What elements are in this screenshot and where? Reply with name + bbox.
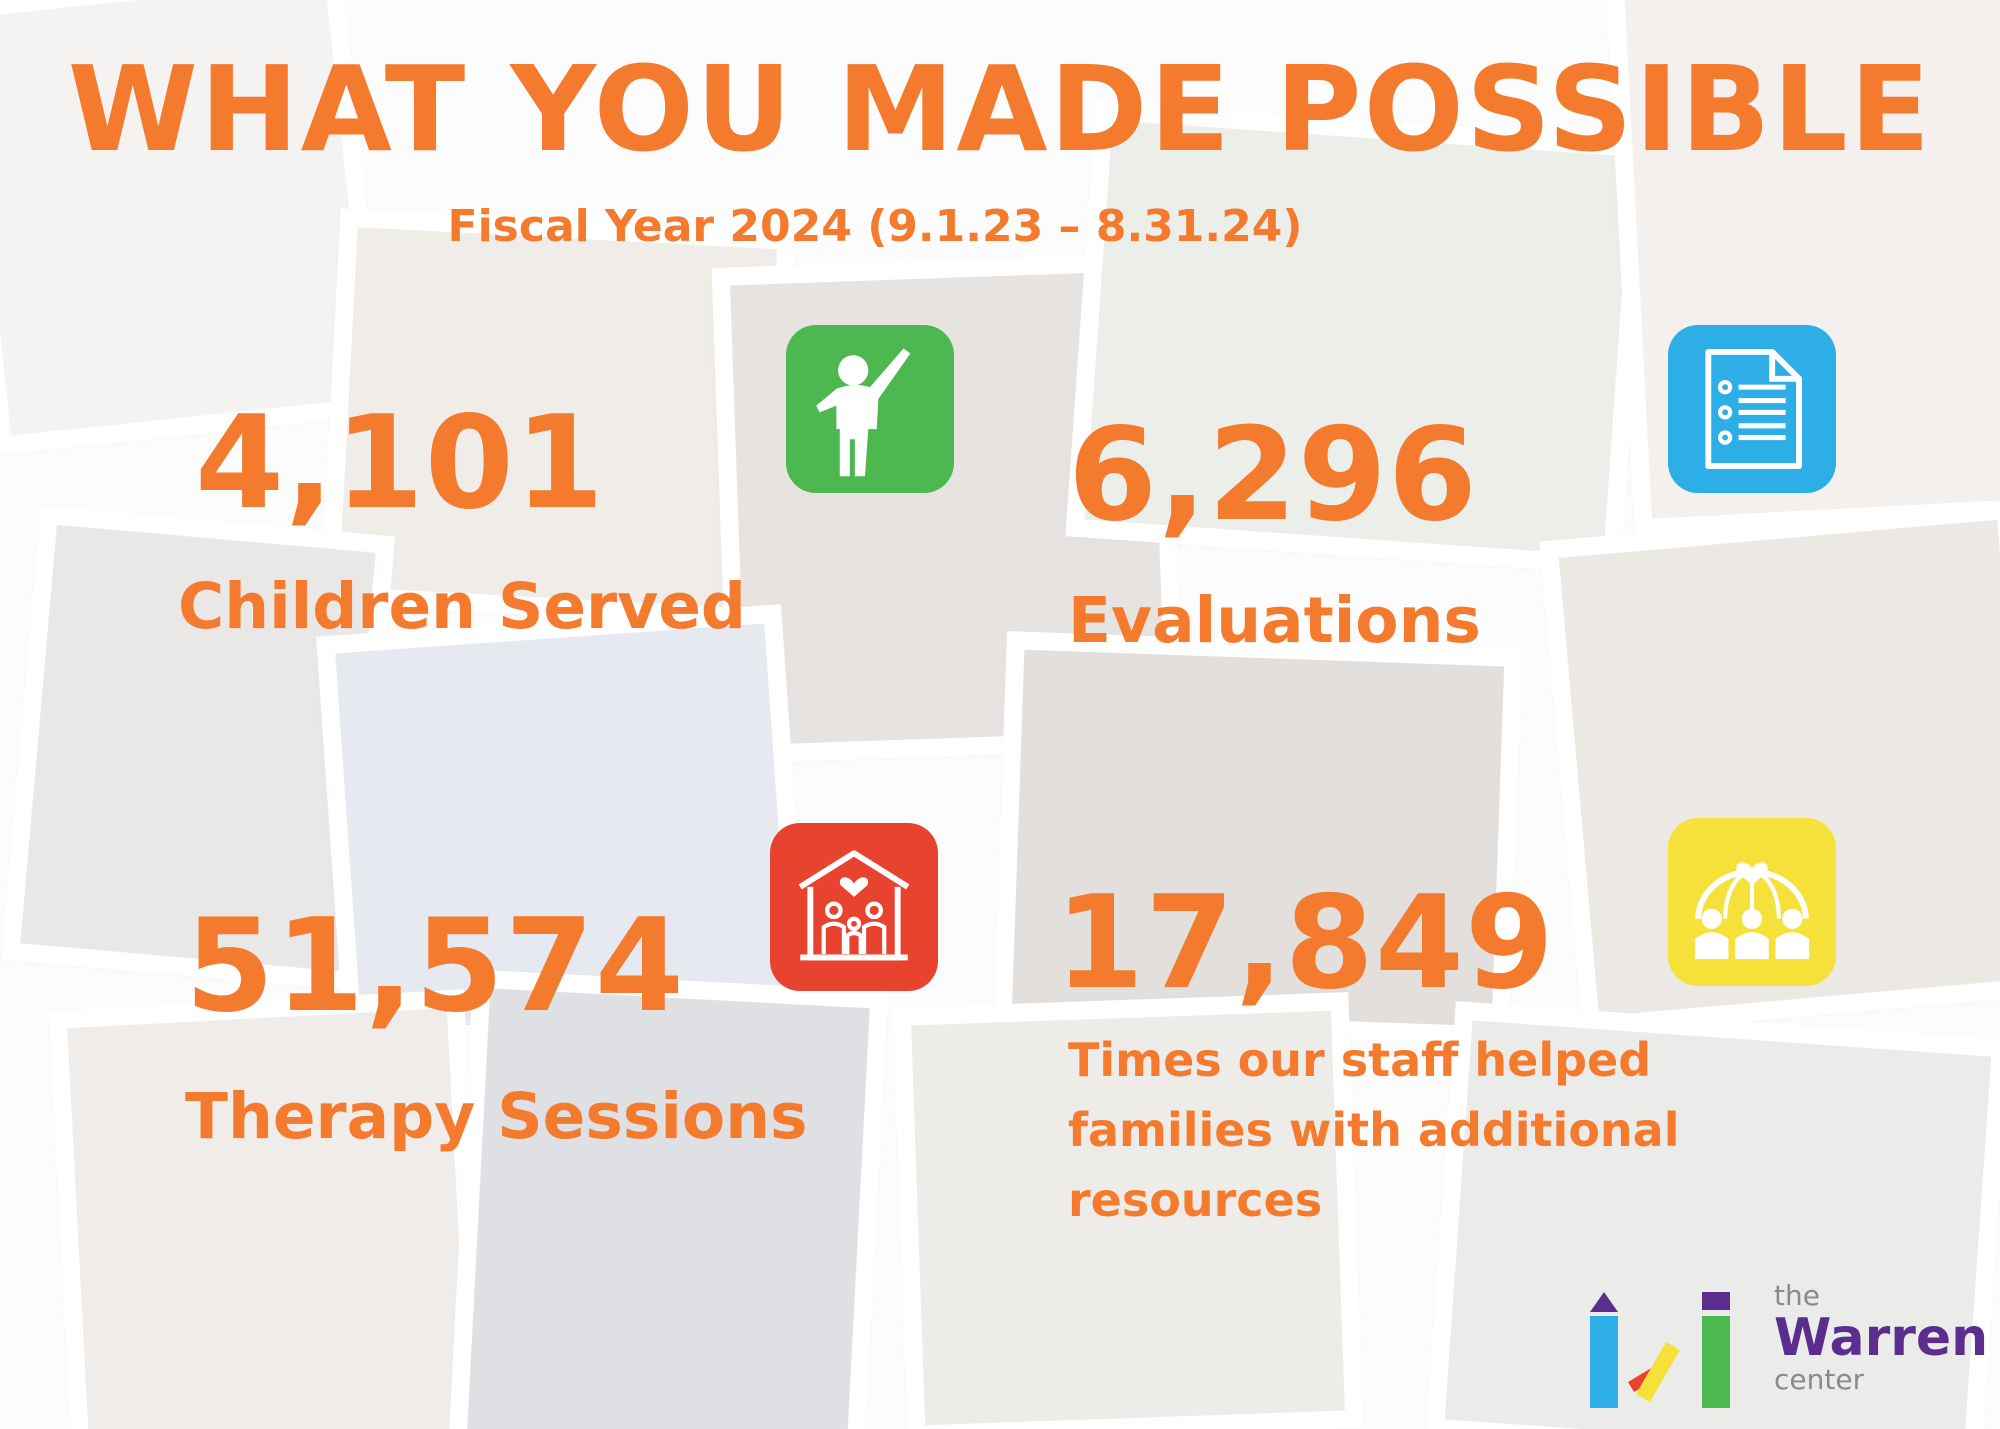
- community-globe-icon: [1668, 818, 1836, 986]
- logo-name: Warren: [1774, 1308, 1989, 1368]
- stat-label: Times our staff helped families with add…: [1068, 1033, 1680, 1227]
- logo-wordmark: the Warren center: [1774, 1282, 1988, 1394]
- family-house-icon-graphic: [798, 850, 910, 961]
- community-globe-icon-graphic: [1694, 862, 1810, 960]
- stat-additional-resources: 17,849: [1055, 880, 1555, 1008]
- child-silhouette-icon: [786, 325, 954, 493]
- stat-evaluations: 6,296: [1068, 412, 1478, 540]
- stat-label: Evaluations: [1068, 584, 1481, 657]
- stat-value: 6,296: [1068, 401, 1478, 550]
- family-house-icon: [770, 823, 938, 991]
- fiscal-year-subtitle: Fiscal Year 2024 (9.1.23 – 8.31.24): [447, 201, 1303, 252]
- warren-center-logo: the Warren center: [1584, 1282, 1988, 1412]
- child-silhouette-icon-graphic: [816, 348, 911, 477]
- page-title: WHAT YOU MADE POSSIBLE: [67, 40, 1933, 178]
- stat-value: 17,849: [1055, 869, 1555, 1018]
- logo-blocks-icon: [1590, 1292, 1730, 1408]
- logo-center: center: [1774, 1363, 1865, 1396]
- stat-children-served: 4,101: [195, 400, 605, 528]
- document-checklist-icon-graphic: [1705, 348, 1802, 470]
- logo-the: the: [1774, 1279, 1820, 1312]
- stat-therapy-sessions: 51,574: [185, 903, 685, 1031]
- stat-value: 51,574: [185, 892, 685, 1041]
- stat-value: 4,101: [195, 389, 605, 538]
- stat-label: Therapy Sessions: [185, 1080, 808, 1153]
- document-checklist-icon: [1668, 325, 1836, 493]
- stat-label: Children Served: [178, 570, 747, 643]
